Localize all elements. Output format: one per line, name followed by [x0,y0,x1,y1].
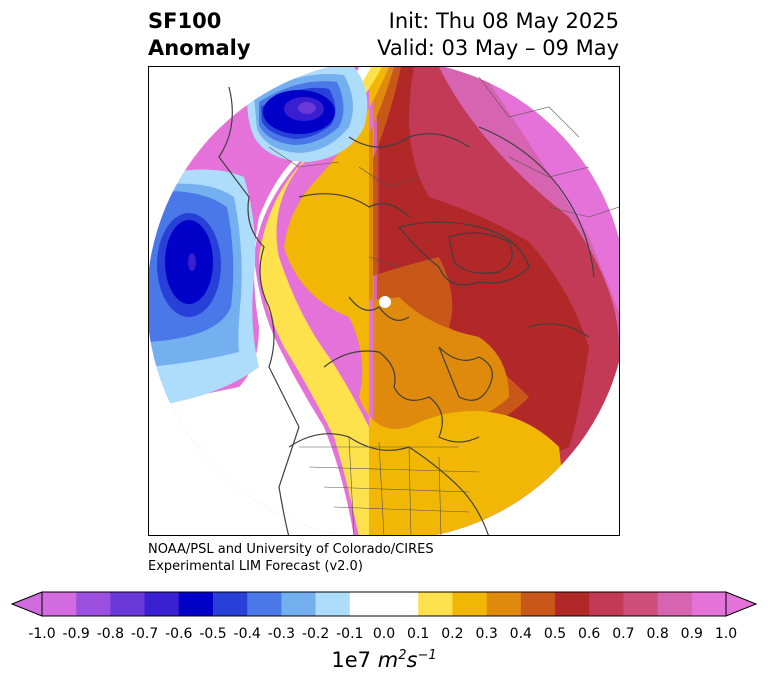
map-canvas [149,67,619,535]
colorbar-units: 1e7 m2s−1 [331,648,436,672]
north-pole-marker [379,296,391,308]
colorbar-tick-label: 0.4 [509,626,532,642]
colorbar-cell [349,592,385,616]
colorbar-cell [144,592,180,616]
colorbar-cell [691,592,727,616]
colorbar-tick-label: 0.6 [578,626,601,642]
colorbar-cell [110,592,146,616]
credit-text: NOAA/PSL and University of Colorado/CIRE… [148,541,434,575]
colorbar-cell [213,592,248,616]
colorbar-tick-label: -0.3 [267,626,296,642]
units-s-exp: −1 [417,648,437,663]
colorbar-cell [247,592,282,616]
date-header: Init: Thu 08 May 2025 Valid: 03 May – 09… [377,8,619,62]
colorbar-cell [520,592,556,616]
units-prefix: 1e7 [331,648,372,672]
colorbar-tick-label: -0.1 [336,626,364,642]
colorbar-cell [281,592,317,616]
colorbar-cell [418,592,453,616]
colorbar-tick-label: 0.9 [680,626,703,642]
init-date: Init: Thu 08 May 2025 [388,9,619,33]
colorbar [10,591,758,617]
political-borders [268,76,619,535]
colorbar-cells [42,592,727,616]
colorbar-tick-label: 0.7 [612,626,635,642]
anomaly-fill-0.2 [259,67,382,535]
polar-stereographic-map [148,66,620,536]
colorbar-extend-high [725,591,758,617]
units-s: s [406,648,418,672]
colorbar-cell [657,592,693,616]
colorbar-tick-label: 0.3 [475,626,498,642]
units-base: m [377,648,399,672]
anomaly-label: Anomaly [148,36,251,60]
colorbar-tick-label: -1.0 [28,626,56,642]
colorbar-cell [178,592,214,616]
colorbar-tick-label: 0.5 [543,626,567,642]
colorbar-cell [452,592,488,616]
variable-label: SF100 [148,9,222,33]
credit-line-1: NOAA/PSL and University of Colorado/CIRE… [148,542,434,557]
colorbar-cell [384,592,419,616]
colorbar-tick-label: 0.2 [441,626,464,642]
colorbar-cell [486,592,522,616]
anomaly-fill-0.3 [284,67,569,535]
colorbar-tick-label: -0.8 [96,626,125,642]
colorbar-cell [315,592,351,616]
coastlines [218,86,595,535]
colorbar-tick-label: -0.7 [130,626,159,642]
valid-range: Valid: 03 May – 09 May [377,36,619,60]
colorbar-tick-label: 1.0 [714,626,738,642]
colorbar-tick-label: -0.5 [199,626,227,642]
anomaly-fill-0.0 [149,67,371,535]
colorbar-cell [42,592,77,616]
colorbar-tick-label: -0.6 [165,626,193,642]
units-base-exp: 2 [398,648,407,663]
colorbar-tick-label: 0.8 [646,626,669,642]
colorbar-tick-label: -0.4 [233,626,261,642]
colorbar-cell [555,592,590,616]
colorbar-extend-low [10,591,43,617]
colorbar-tick-label: -0.9 [62,626,90,642]
anomaly-fill-neg-0.7 [188,253,196,271]
colorbar-cell [589,592,624,616]
colorbar-tick-label: 0.0 [372,626,396,642]
credit-line-2: Experimental LIM Forecast (v2.0) [148,559,363,574]
colorbar-tick-label: 0.1 [407,626,430,642]
colorbar-cell [623,592,659,616]
colorbar-tick-label: -0.2 [301,626,330,642]
colorbar-cell [76,592,111,616]
map-title: SF100 Anomaly [148,8,251,62]
colorbar-outline [41,591,727,617]
anomaly-fill-neg-0.8b [298,102,316,114]
